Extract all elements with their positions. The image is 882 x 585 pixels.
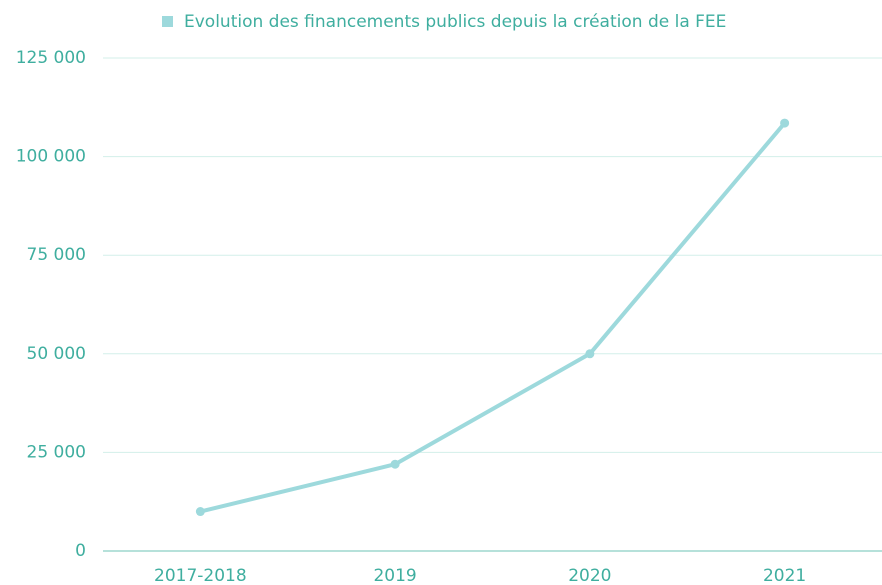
x-tick-label: 2019 bbox=[373, 566, 416, 585]
x-tick-label: 2017-2018 bbox=[154, 566, 247, 585]
y-tick-label: 50 000 bbox=[27, 344, 86, 364]
x-tick-label: 2020 bbox=[568, 566, 611, 585]
legend-label: Evolution des financements publics depui… bbox=[184, 12, 726, 32]
point bbox=[585, 349, 595, 359]
point bbox=[390, 459, 400, 469]
y-tick-label: 100 000 bbox=[16, 147, 86, 167]
y-tick-label: 125 000 bbox=[16, 48, 86, 68]
point bbox=[780, 118, 790, 128]
line bbox=[199, 121, 787, 514]
y-tick-label: 25 000 bbox=[27, 442, 86, 462]
y-tick-label: 0 bbox=[75, 541, 86, 561]
legend-marker bbox=[162, 16, 173, 27]
x-tick-label: 2021 bbox=[763, 566, 806, 585]
y-tick-label: 75 000 bbox=[27, 245, 86, 265]
point bbox=[195, 507, 205, 517]
